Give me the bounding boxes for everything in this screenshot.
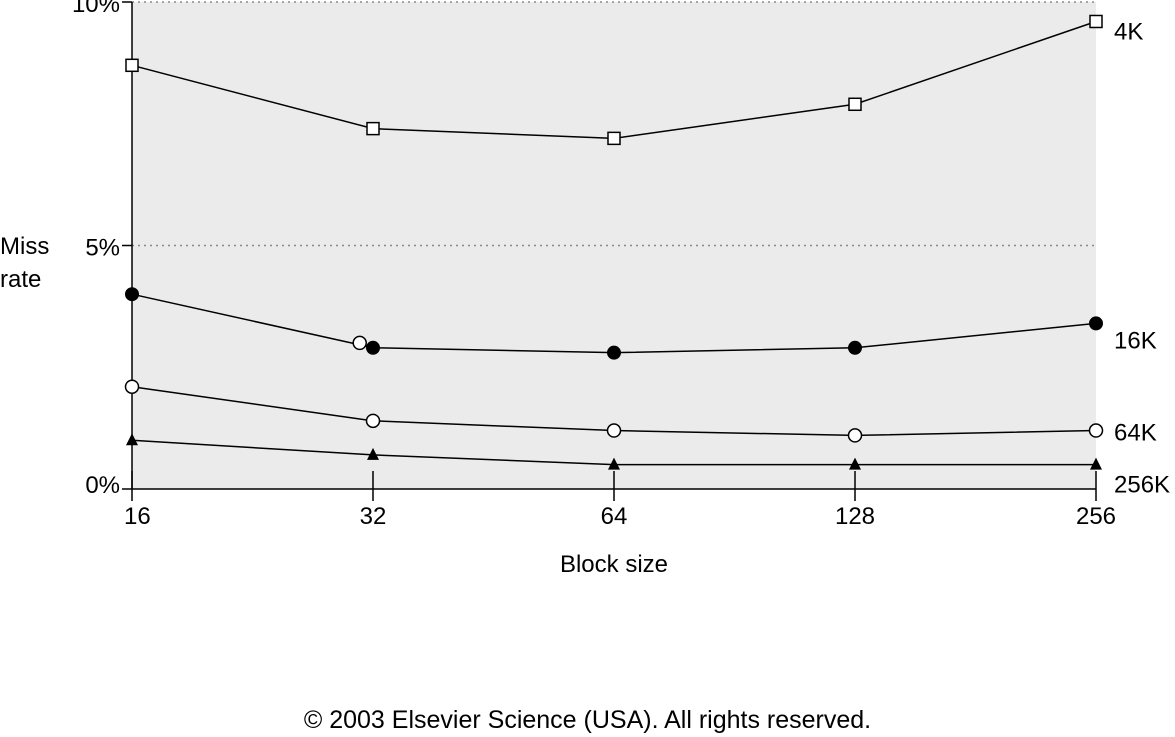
data-point-triangle (367, 447, 379, 460)
data-point-open-circle (124, 379, 140, 394)
series-label-4K: 4K (1114, 18, 1143, 45)
y-axis-label: Miss (0, 233, 49, 260)
series-16K (125, 287, 1103, 360)
series-label-64K: 64K (1114, 420, 1157, 447)
data-point-triangle (608, 457, 620, 470)
data-point-filled-circle (1089, 316, 1103, 331)
data-point-square (366, 121, 380, 136)
data-point-open-circle (1088, 423, 1104, 438)
data-point-triangle (1090, 457, 1102, 470)
x-tick-label: 128 (835, 503, 875, 530)
y-tick-label: 10% (72, 0, 120, 18)
data-point-open-circle (847, 428, 863, 443)
data-point-filled-circle (366, 340, 380, 355)
grid-lines (132, 1, 1096, 247)
series-4K (125, 14, 1103, 146)
data-point-filled-circle (125, 287, 139, 302)
x-tick-label: 32 (360, 503, 387, 530)
data-point-open-circle (352, 335, 367, 351)
copyright-notice: © 2003 Elsevier Science (USA). All right… (303, 706, 872, 734)
series-label-256K: 256K (1114, 472, 1170, 499)
data-point-filled-circle (607, 345, 621, 360)
data-point-square (1089, 14, 1103, 29)
series (124, 14, 1104, 470)
data-point-open-circle (606, 423, 622, 438)
axes (122, 1, 1097, 501)
data-point-square (125, 58, 139, 73)
series-64K (124, 379, 1104, 443)
data-point-filled-circle (848, 340, 862, 355)
series-256K (126, 433, 1102, 470)
labels: 0% 5% 10% 16 32 64 128 256 Block size Miss rate 4K 1… (0, 0, 1170, 578)
x-tick-label: 16 (124, 503, 151, 530)
data-point-square (607, 131, 621, 146)
x-tick-label: 256 (1076, 503, 1116, 530)
data-point-open-circle (365, 413, 381, 429)
data-point-triangle (126, 433, 138, 446)
y-axis-label: rate (0, 266, 41, 293)
x-tick-label: 64 (601, 503, 628, 530)
series-label-16K: 16K (1114, 327, 1157, 354)
data-point-square (848, 97, 862, 112)
data-point-triangle (849, 457, 861, 470)
y-tick-label: 0% (85, 472, 120, 499)
x-axis-label: Block size (560, 551, 668, 578)
y-tick-label: 5% (85, 235, 120, 262)
